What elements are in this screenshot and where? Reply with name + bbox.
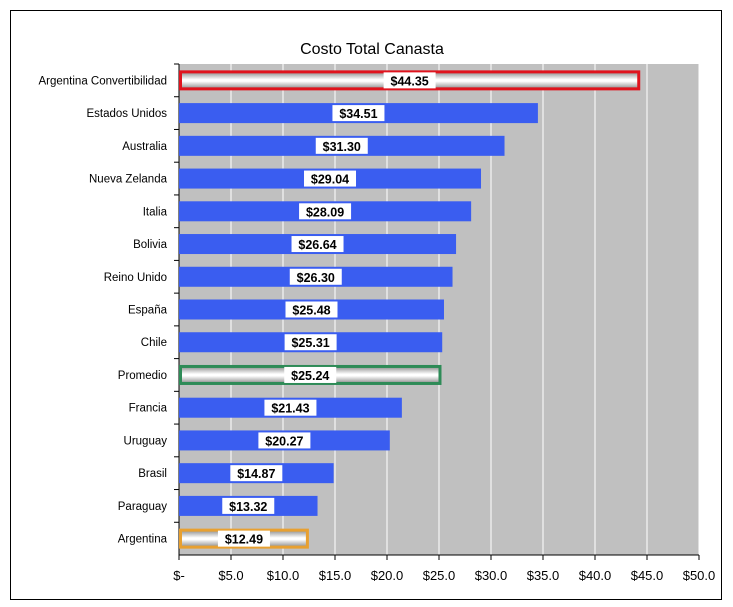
category-label: Argentina Convertibilidad [39,75,168,87]
data-label: $28.09 [306,205,344,219]
data-label: $25.31 [291,336,329,350]
data-label: $26.30 [297,271,335,285]
x-tick-label: $15.0 [319,568,352,583]
data-label: $14.87 [237,467,275,481]
data-label-box [264,399,317,416]
x-tick-label: $25.0 [423,568,456,583]
data-label-box [217,530,270,547]
data-label-box [284,334,337,351]
data-label-box [230,465,283,482]
category-label: Paraguay [118,501,167,513]
chart-title: Costo Total Canasta [300,41,444,58]
data-label: $44.35 [391,74,429,88]
x-tick-label: $10.0 [267,568,300,583]
x-tick-label: $35.0 [527,568,560,583]
data-label-box [222,497,275,514]
category-label: Bolivia [133,239,167,251]
category-label: Brasil [138,468,167,480]
data-label-box [299,203,352,220]
data-label: $29.04 [311,173,349,187]
category-label: Uruguay [124,435,168,447]
data-label-box [315,137,368,154]
data-label-box [383,72,436,89]
category-label: Italia [143,206,168,218]
category-label: Promedio [118,370,167,382]
x-tick-label: $30.0 [475,568,508,583]
plot-area: $- $5.0 $10.0 $15.0 $20.0 $25.0 $30.0 $35.0 $40.… [39,63,716,583]
x-tick-label: $45.0 [631,568,664,583]
data-label: $34.51 [339,107,377,121]
category-label: España [128,305,168,317]
x-tick-label: $20.0 [371,568,404,583]
category-label: Estados Unidos [86,108,167,120]
category-label: Chile [141,337,167,349]
data-label: $26.64 [298,238,336,252]
data-label-box [291,236,344,253]
data-label: $25.24 [291,369,329,383]
data-label: $20.27 [265,434,303,448]
x-tick-label: $- [173,568,185,583]
data-label-box [289,268,342,285]
data-label: $13.32 [229,500,267,514]
data-label: $25.48 [292,304,330,318]
data-label-box [332,105,385,122]
data-label: $21.43 [271,402,309,416]
data-label-box [258,432,311,449]
category-label: Australia [122,141,167,153]
data-label: $31.30 [323,140,361,154]
category-label: Argentina [118,534,168,546]
data-label-box [284,366,337,383]
category-label: Reino Unido [104,272,167,284]
data-label-box [304,170,357,187]
data-label-box [285,301,338,318]
x-tick-label: $40.0 [579,568,612,583]
category-label: Francia [129,403,168,415]
x-tick-label: $50.0 [683,568,716,583]
category-label: Nueva Zelanda [89,174,168,186]
data-label: $12.49 [225,533,263,547]
x-tick-label: $5.0 [218,568,243,583]
